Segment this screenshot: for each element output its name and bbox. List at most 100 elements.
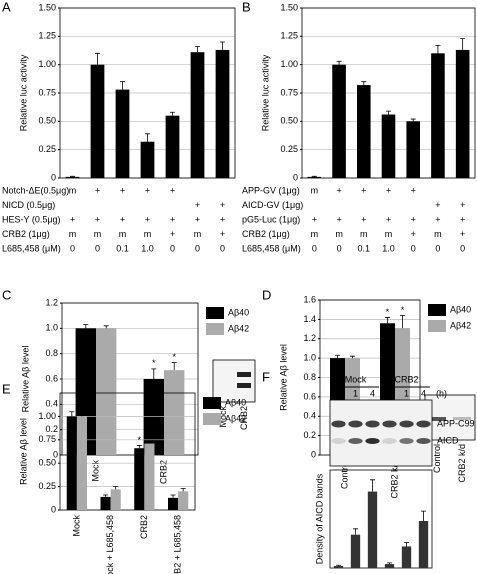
condition-cell: m [119, 229, 127, 239]
condition-cell: m [385, 229, 393, 239]
bar [381, 114, 396, 178]
y-tick-label: 0.2 [303, 430, 316, 440]
bar [168, 497, 179, 510]
group-label: Mock [345, 374, 367, 384]
panel-label: D [262, 287, 271, 302]
error-bar [180, 488, 186, 492]
blot-label: CRB2 k/d [457, 444, 467, 483]
error-bar [103, 494, 109, 497]
band [453, 417, 471, 420]
panel-label: E [2, 381, 11, 396]
error-bar [311, 175, 317, 177]
x-tick-label: Control [339, 460, 349, 489]
error-bar [435, 45, 441, 54]
error-bar [460, 38, 466, 50]
error-bar [170, 494, 176, 498]
condition-cell: + [170, 229, 175, 239]
legend-swatch [203, 413, 221, 425]
blot-label: Mock [218, 406, 228, 428]
y-tick-label: 1.2 [303, 333, 316, 343]
y-tick-label: 1.25 [38, 31, 56, 41]
condition-cell: + [460, 214, 465, 224]
significance-mark: * [148, 431, 152, 441]
condition-cell: + [361, 185, 366, 195]
error-bar [95, 52, 100, 65]
bar [401, 546, 412, 568]
bar [165, 115, 180, 178]
y-tick-label: 1.4 [303, 314, 316, 324]
error-bar [220, 41, 225, 50]
condition-cell: + [70, 214, 75, 224]
condition-cell: + [220, 229, 225, 239]
y-tick-label: 0.6 [45, 373, 58, 383]
significance-mark: * [386, 307, 390, 317]
x-tick-label: Mock + L685,458 [105, 515, 115, 574]
y-tick-label: 0.50 [38, 116, 56, 126]
error-bar [361, 81, 367, 86]
condition-cell: 0.1 [116, 243, 129, 253]
error-bar [353, 528, 358, 535]
y-tick-label: 0.25 [38, 144, 56, 154]
bar [66, 416, 77, 510]
plot-frame [61, 302, 199, 456]
condition-cell: + [170, 214, 175, 224]
error-bar [83, 324, 89, 329]
condition-label: NICD (0.5μg) [2, 200, 55, 210]
y-axis-label: Relative luc activity [18, 54, 28, 131]
condition-cell: 0 [312, 243, 317, 253]
y-tick-label: 0 [311, 449, 316, 459]
y-tick-label: 1.50 [38, 2, 56, 12]
time-label: 4 [421, 388, 426, 398]
condition-cell: 1.0 [382, 243, 395, 253]
panel-label: A [2, 0, 11, 14]
bar [178, 491, 189, 510]
error-bar [79, 413, 85, 417]
error-bar [386, 110, 391, 115]
condition-cell: + [120, 185, 125, 195]
significance-mark: * [172, 352, 176, 362]
bar [418, 520, 429, 568]
condition-cell: + [195, 214, 200, 224]
y-tick-label: 0 [293, 172, 298, 182]
condition-cell: + [336, 185, 341, 195]
x-tick-label: CRB2 [139, 515, 149, 539]
bar [164, 370, 185, 455]
unit-label: (h) [436, 388, 447, 398]
time-label: 4 [370, 388, 375, 398]
condition-cell: m [335, 229, 343, 239]
error-bar [195, 46, 200, 53]
y-tick-label: 0.8 [45, 348, 58, 358]
bar [65, 176, 80, 178]
y-tick-label: 0.4 [45, 399, 58, 409]
condition-cell: + [170, 185, 175, 195]
condition-cell: + [460, 200, 465, 210]
legend-label: Aβ42 [228, 323, 249, 333]
bar [100, 496, 111, 510]
condition-cell: 1.0 [141, 243, 154, 253]
bar [140, 141, 155, 178]
condition-cell: + [435, 214, 440, 224]
y-tick-label: 1.00 [280, 59, 298, 69]
y-tick-label: 1.6 [303, 294, 316, 304]
bar [110, 489, 121, 510]
significance-mark: * [401, 305, 405, 315]
condition-label: HES-Y (0.5μg) [2, 214, 61, 224]
plot-frame [329, 469, 433, 569]
legend-label: Aβ40 [228, 307, 249, 317]
error-bar [145, 133, 150, 142]
condition-cell: 0 [170, 243, 175, 253]
error-bar [170, 111, 175, 116]
bar [143, 379, 164, 455]
y-axis-label: Relative Aβ level [20, 346, 30, 413]
significance-mark: * [138, 435, 142, 445]
y-tick-label: 0.75 [280, 87, 298, 97]
legend-label: Aβ42 [225, 413, 246, 423]
legend-label: Aβ40 [225, 397, 246, 407]
condition-cell: + [386, 214, 391, 224]
condition-cell: 0 [337, 243, 342, 253]
condition-cell: m [311, 229, 319, 239]
condition-cell: 0.1 [358, 243, 371, 253]
legend-label: Aβ42 [450, 320, 471, 330]
y-tick-label: 1.00 [38, 59, 56, 69]
